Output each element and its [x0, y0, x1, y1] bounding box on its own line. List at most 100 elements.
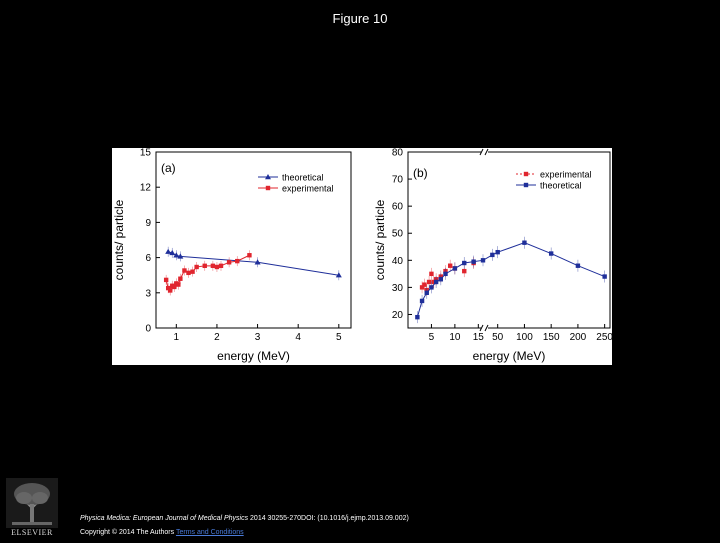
- panel-a-data-point: [182, 268, 187, 273]
- panel-b-data-point: [522, 240, 527, 245]
- panel-b-data-point: [419, 298, 425, 304]
- panel-a-frame: [155, 151, 352, 329]
- panel-b-data-point: [438, 277, 444, 282]
- panel-a-legend-marker: [265, 185, 271, 191]
- panel-a-data-point: [177, 253, 184, 259]
- panel-b-axis-break-gap: [481, 149, 488, 155]
- panel-a-ytick-label: 9: [145, 218, 151, 229]
- panel-b-ytick-label: 40: [392, 256, 404, 267]
- panel-b-data-point: [429, 285, 434, 290]
- panel-a-data-point: [176, 282, 181, 287]
- panel-a-ytick-label: 0: [145, 324, 151, 335]
- panel-b-ylabel: counts/ particle: [373, 199, 387, 280]
- panel-a-xlabel: energy (MeV): [217, 349, 290, 363]
- panel-b-data-point: [429, 271, 434, 277]
- panel-a-xtick-label: 2: [214, 332, 220, 343]
- panel-b-ytick-label: 70: [392, 175, 404, 186]
- panel-b-axis-break: [479, 324, 484, 332]
- panel-a-data-point: [178, 276, 183, 281]
- panel-b-xtick-label: 150: [543, 332, 560, 343]
- panel-a-data-point: [235, 258, 240, 264]
- panel-a-data-point: [194, 264, 199, 270]
- panel-b-ytick-label: 80: [392, 148, 404, 159]
- panel-b-series-line: [416, 242, 605, 318]
- panel-b-data-point: [426, 279, 432, 285]
- panel-b-data-point: [447, 263, 453, 268]
- panel-b-data-point: [495, 249, 500, 255]
- panel-a-data-point: [210, 263, 216, 269]
- panel-a-data-point: [169, 249, 176, 256]
- tree-icon: [6, 478, 58, 528]
- panel-b-xtick-label: 200: [570, 332, 587, 343]
- panel-a-legend-marker: [265, 174, 271, 180]
- elsevier-logo: ELSEVIER: [6, 478, 58, 538]
- panel-a-data-point: [163, 277, 169, 283]
- panel-a-xtick-label: 4: [295, 332, 301, 343]
- panel-a-data-point: [172, 284, 177, 290]
- panel-b-data-point: [452, 266, 458, 271]
- panel-b-ytick-label: 50: [392, 229, 404, 240]
- panel-a-legend-label: experimental: [282, 184, 334, 194]
- panel-b-data-point: [419, 285, 425, 290]
- panel-b-label: (b): [413, 166, 428, 180]
- panel-a-ytick-label: 12: [140, 183, 152, 194]
- panel-a-data-point: [202, 263, 207, 269]
- panel-b-frame: [407, 151, 611, 329]
- panel-a-data-point: [165, 248, 172, 254]
- panel-b-legend-marker: [523, 171, 529, 177]
- panel-b-xtick-label: 50: [492, 332, 504, 343]
- panel-b-ytick-label: 20: [392, 310, 404, 321]
- copyright-text: Copyright © 2014 The Authors: [80, 529, 176, 536]
- panel-b-data-point: [480, 258, 486, 263]
- panel-a-data-point: [247, 253, 252, 258]
- panel-b-xtick-label: 250: [596, 332, 612, 343]
- terms-link[interactable]: Terms and Conditions: [175, 529, 244, 536]
- panel-b-data-point: [602, 274, 607, 279]
- panel-b-axis-break: [484, 324, 489, 332]
- panel-b-xlabel: energy (MeV): [473, 349, 546, 363]
- panel-b-data-point: [462, 260, 467, 266]
- page-title: Figure 10: [332, 11, 388, 26]
- panel-b-data-point: [433, 279, 439, 285]
- panel-b-data-point: [575, 263, 581, 268]
- panel-b-data-point: [471, 259, 476, 264]
- panel-b-data-point: [431, 279, 436, 285]
- panel-a-label: (a): [161, 161, 176, 175]
- panel-a-data-point: [226, 260, 232, 265]
- panel-a-legend-label: theoretical: [282, 173, 324, 183]
- panel-a-data-point: [335, 272, 342, 278]
- panel-b-axis-break-gap: [481, 325, 488, 331]
- panel-b-data-point: [490, 252, 495, 258]
- panel-b-data-point: [424, 290, 429, 295]
- panel-b-data-point: [462, 268, 467, 274]
- panel-a-data-point: [218, 263, 224, 269]
- panel-a-data-point: [214, 264, 220, 270]
- publisher-logo-text: ELSEVIER: [11, 528, 53, 537]
- panel-a-data-point: [190, 269, 195, 274]
- panel-a-data-point: [168, 288, 173, 293]
- panel-a-ytick-label: 15: [140, 148, 152, 159]
- panel-a-xtick-label: 5: [336, 332, 342, 343]
- panel-b-xtick-label: 100: [516, 332, 533, 343]
- panel-a-data-point: [165, 285, 171, 291]
- panel-b-legend-marker: [523, 182, 529, 188]
- panel-b-legend-label: experimental: [540, 170, 592, 180]
- citation: Physica Medica: European Journal of Medi…: [80, 515, 409, 522]
- panel-b-data-point: [548, 251, 554, 256]
- panel-b-data-point: [422, 282, 427, 287]
- copyright: Copyright © 2014 The Authors Terms and C…: [80, 529, 244, 536]
- panel-a-ytick-label: 3: [145, 288, 151, 299]
- panel-b-legend-label: theoretical: [540, 181, 582, 191]
- panel-b-data-point: [415, 314, 420, 320]
- panel-a-data-point: [173, 252, 180, 258]
- panel-a-xtick-label: 3: [255, 332, 261, 343]
- panel-a-data-point: [186, 270, 191, 276]
- panel-b-data-point: [443, 271, 448, 277]
- journal-name: Physica Medica: European Journal of Medi…: [80, 515, 249, 522]
- panel-b-axis-break: [479, 148, 484, 156]
- figure-panel: 0 3 6 9 12 15 1 2 3 4 5 energy (MeV) counts/ particl…: [112, 148, 612, 365]
- panel-b-xtick-label: 10: [449, 332, 461, 343]
- citation-details: 2014 30255-270DOI: (10.1016/j.ejmp.2013.…: [248, 515, 409, 522]
- panel-b-xtick-label: 15: [473, 332, 485, 343]
